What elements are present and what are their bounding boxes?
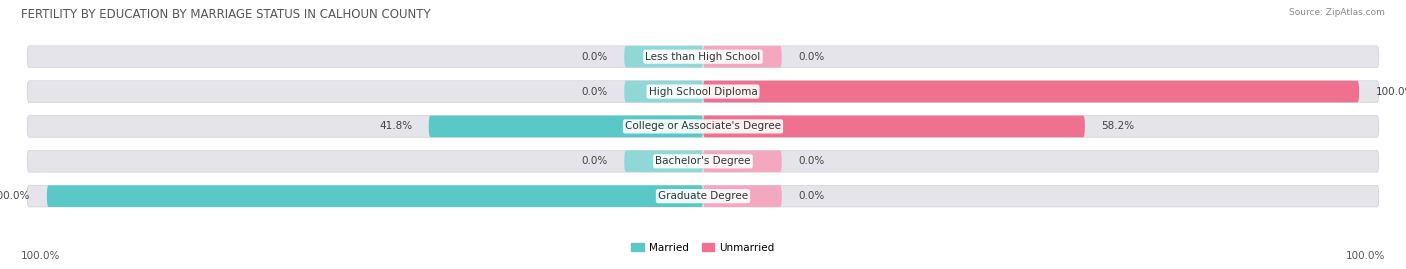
FancyBboxPatch shape xyxy=(46,185,703,207)
FancyBboxPatch shape xyxy=(429,116,703,137)
FancyBboxPatch shape xyxy=(27,185,1379,207)
FancyBboxPatch shape xyxy=(624,150,703,172)
Text: College or Associate's Degree: College or Associate's Degree xyxy=(626,121,780,132)
Text: Bachelor's Degree: Bachelor's Degree xyxy=(655,156,751,166)
Text: FERTILITY BY EDUCATION BY MARRIAGE STATUS IN CALHOUN COUNTY: FERTILITY BY EDUCATION BY MARRIAGE STATU… xyxy=(21,8,430,21)
Text: Source: ZipAtlas.com: Source: ZipAtlas.com xyxy=(1289,8,1385,17)
Text: 41.8%: 41.8% xyxy=(380,121,412,132)
FancyBboxPatch shape xyxy=(27,46,1379,68)
Text: Less than High School: Less than High School xyxy=(645,52,761,62)
FancyBboxPatch shape xyxy=(27,150,1379,172)
Text: 0.0%: 0.0% xyxy=(582,156,607,166)
FancyBboxPatch shape xyxy=(703,46,782,68)
Text: 58.2%: 58.2% xyxy=(1101,121,1135,132)
Text: 0.0%: 0.0% xyxy=(582,87,607,97)
Text: 100.0%: 100.0% xyxy=(21,251,60,261)
Text: 0.0%: 0.0% xyxy=(799,191,824,201)
Text: 0.0%: 0.0% xyxy=(799,156,824,166)
Text: 100.0%: 100.0% xyxy=(0,191,31,201)
Text: 0.0%: 0.0% xyxy=(582,52,607,62)
Legend: Married, Unmarried: Married, Unmarried xyxy=(627,238,779,257)
FancyBboxPatch shape xyxy=(27,81,1379,102)
FancyBboxPatch shape xyxy=(27,116,1379,137)
FancyBboxPatch shape xyxy=(703,150,782,172)
Text: 100.0%: 100.0% xyxy=(1346,251,1385,261)
FancyBboxPatch shape xyxy=(703,185,782,207)
FancyBboxPatch shape xyxy=(624,46,703,68)
FancyBboxPatch shape xyxy=(624,81,703,102)
Text: 0.0%: 0.0% xyxy=(799,52,824,62)
Text: 100.0%: 100.0% xyxy=(1375,87,1406,97)
FancyBboxPatch shape xyxy=(703,116,1085,137)
FancyBboxPatch shape xyxy=(703,81,1360,102)
Text: High School Diploma: High School Diploma xyxy=(648,87,758,97)
Text: Graduate Degree: Graduate Degree xyxy=(658,191,748,201)
